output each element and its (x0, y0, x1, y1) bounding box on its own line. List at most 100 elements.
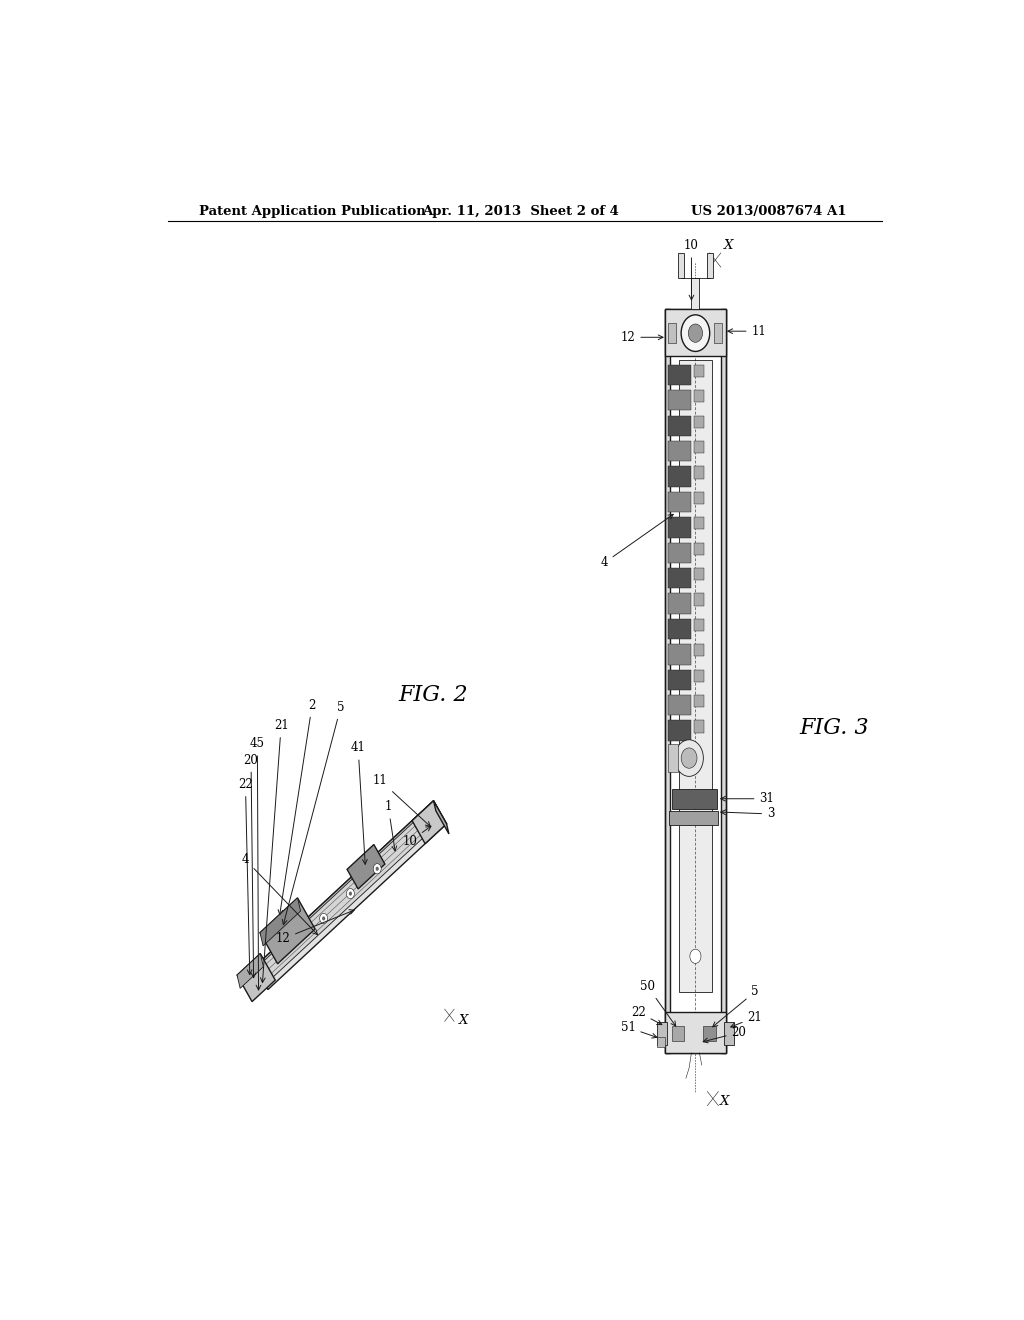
Bar (669, 441, 691, 461)
Bar (666, 1012, 726, 1053)
Bar (666, 309, 726, 355)
Text: 10: 10 (684, 239, 699, 300)
Circle shape (675, 739, 703, 776)
Text: 45: 45 (250, 738, 265, 990)
Text: 11: 11 (728, 325, 766, 338)
Bar (707, 253, 713, 279)
Circle shape (349, 891, 352, 896)
Text: 51: 51 (621, 1020, 656, 1038)
Text: 1: 1 (385, 800, 396, 851)
Bar (703, 1027, 716, 1040)
Polygon shape (269, 912, 306, 956)
Circle shape (319, 913, 328, 924)
Bar (669, 644, 691, 664)
Circle shape (322, 916, 326, 920)
Bar (694, 466, 705, 479)
Bar (666, 309, 670, 1053)
Text: 50: 50 (640, 981, 676, 1026)
Text: 12: 12 (621, 331, 663, 343)
Bar (694, 721, 705, 733)
Circle shape (376, 867, 379, 871)
Text: 5: 5 (283, 701, 344, 924)
Text: 20: 20 (244, 754, 258, 978)
Bar (721, 309, 726, 1053)
Text: 20: 20 (703, 1026, 746, 1043)
Polygon shape (412, 801, 446, 843)
Text: 4: 4 (600, 515, 673, 569)
Text: Apr. 11, 2013  Sheet 2 of 4: Apr. 11, 2013 Sheet 2 of 4 (422, 205, 618, 218)
Polygon shape (255, 801, 446, 990)
Bar (694, 492, 705, 504)
Bar (694, 517, 705, 529)
Bar (669, 744, 678, 772)
Bar (694, 696, 705, 708)
Text: FIG. 3: FIG. 3 (800, 717, 869, 739)
Bar (669, 517, 691, 537)
Text: 21: 21 (260, 719, 289, 982)
Circle shape (681, 315, 710, 351)
Bar (694, 644, 705, 656)
Text: 3: 3 (721, 808, 774, 821)
Bar (694, 669, 705, 682)
Bar (657, 1036, 666, 1047)
Bar (657, 1022, 667, 1044)
Text: 2: 2 (279, 698, 315, 915)
Polygon shape (260, 805, 440, 981)
Text: 22: 22 (631, 1006, 662, 1024)
Bar (669, 492, 691, 512)
Text: 5: 5 (713, 985, 759, 1027)
Text: 10: 10 (402, 826, 431, 847)
Text: 11: 11 (373, 774, 430, 826)
Bar (694, 619, 705, 631)
Polygon shape (255, 966, 268, 990)
Polygon shape (238, 953, 275, 1002)
Bar (678, 253, 684, 279)
Bar (694, 441, 705, 453)
Text: 4: 4 (242, 853, 317, 935)
Bar (669, 466, 691, 487)
Circle shape (690, 949, 701, 964)
Polygon shape (238, 953, 263, 989)
Bar (669, 594, 691, 614)
Polygon shape (255, 801, 436, 977)
Circle shape (688, 323, 702, 342)
Bar (669, 568, 691, 589)
Bar (669, 323, 677, 343)
Text: X: X (459, 1014, 468, 1027)
Text: X: X (724, 239, 733, 252)
Bar (669, 416, 691, 436)
Text: FIG. 2: FIG. 2 (398, 684, 468, 706)
Circle shape (373, 863, 381, 874)
Bar (669, 543, 691, 562)
Circle shape (346, 888, 354, 899)
Polygon shape (433, 801, 449, 834)
Text: 21: 21 (731, 1011, 762, 1027)
Text: US 2013/0087674 A1: US 2013/0087674 A1 (691, 205, 847, 218)
Bar (669, 364, 691, 385)
Circle shape (681, 748, 697, 768)
Bar (694, 391, 705, 403)
Bar (694, 594, 705, 606)
Polygon shape (269, 912, 299, 949)
Text: 31: 31 (721, 792, 774, 805)
Bar (669, 721, 691, 741)
Bar (679, 359, 712, 991)
Bar (666, 309, 726, 1053)
Bar (670, 810, 719, 825)
Bar (669, 696, 691, 715)
Bar (694, 543, 705, 554)
Text: 12: 12 (275, 909, 354, 945)
Polygon shape (260, 898, 301, 946)
Text: X: X (720, 1096, 729, 1107)
Bar (694, 364, 705, 378)
Bar (694, 416, 705, 428)
Bar (669, 391, 691, 411)
Bar (672, 788, 717, 809)
Bar (669, 619, 691, 639)
Polygon shape (260, 898, 315, 964)
Bar (691, 279, 699, 309)
Bar (715, 323, 722, 343)
Polygon shape (347, 845, 385, 888)
Bar (694, 568, 705, 581)
Bar (672, 1027, 684, 1040)
